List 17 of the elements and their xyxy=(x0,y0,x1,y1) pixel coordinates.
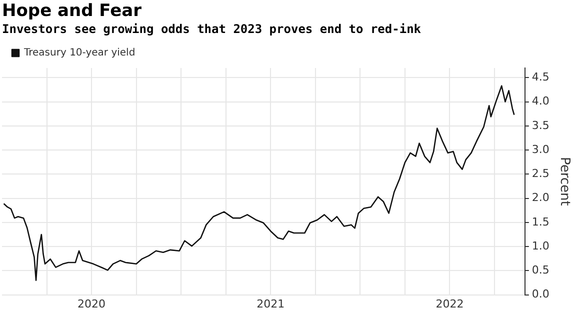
y-tick-label: 0.5 xyxy=(532,264,550,277)
y-tick-label: 3.0 xyxy=(532,142,550,156)
y-tick-label: 4.0 xyxy=(532,94,550,108)
legend-label: Treasury 10-year yield xyxy=(23,48,136,59)
y-tick-label: 2.5 xyxy=(532,167,550,180)
y-axis-title: Percent xyxy=(556,156,572,206)
y-tick-label: 1.5 xyxy=(532,215,550,228)
x-tick-label: 2022 xyxy=(436,297,464,310)
x-tick-label: 2020 xyxy=(78,297,106,310)
y-tick-label: 0.0 xyxy=(532,288,550,301)
x-tick-label: 2021 xyxy=(256,297,285,310)
y-tick-label: 2.0 xyxy=(532,191,550,204)
chart-title: Hope and Fear xyxy=(2,1,142,21)
y-tick-label: 1.0 xyxy=(532,239,550,252)
y-tick-label: 3.5 xyxy=(532,118,550,132)
chart-subtitle: Investors see growing odds that 2023 proves end to red-ink xyxy=(2,22,422,36)
y-tick-label: 4.5 xyxy=(532,70,550,84)
